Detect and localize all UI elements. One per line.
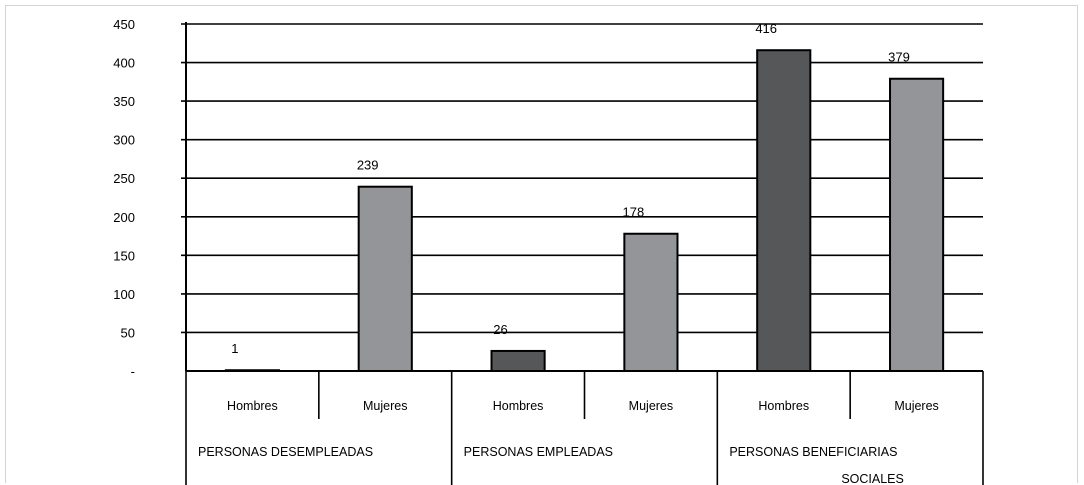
group-label: PERSONAS BENEFICIARIAS [729,445,897,459]
y-tick-label: - [131,364,135,379]
category-label: Hombres [758,399,809,413]
y-tick-label: 350 [113,94,135,109]
data-label: 239 [357,158,379,173]
data-label: 26 [493,322,507,337]
group-label: PERSONAS EMPLEADAS [464,445,613,459]
y-tick-label: 150 [113,248,135,263]
group-label-continued: SOCIALES [841,472,904,485]
y-tick-label: 250 [113,171,135,186]
data-labels: 1 239 26 178 416 379 [231,21,910,356]
bar [224,369,280,372]
data-label: 178 [622,205,644,220]
y-tick-label: 450 [113,17,135,32]
bar [756,49,812,373]
bar [490,349,546,372]
y-tick-label: 300 [113,133,135,148]
category-label: Mujeres [363,399,407,413]
category-label: Mujeres [629,399,673,413]
bar [357,185,413,372]
gridlines [181,22,983,372]
bars [224,49,945,373]
category-table: Hombres Mujeres Hombres Mujeres Hombres Mujer… [185,371,984,485]
data-label: 416 [755,21,777,36]
category-label: Mujeres [894,399,938,413]
y-tick-label: 100 [113,287,135,302]
y-tick-label: 50 [121,325,135,340]
category-label: Hombres [227,399,278,413]
y-tick-label: 400 [113,56,135,71]
category-label: Hombres [493,399,544,413]
chart-frame [5,5,1078,483]
data-label: 1 [231,341,238,356]
data-label: 379 [888,50,910,65]
bar [623,232,679,372]
group-label: PERSONAS DESEMPLEADAS [198,445,373,459]
y-tick-label: 200 [113,210,135,225]
y-axis-ticks: - 50 100 150 200 250 300 350 400 450 [113,17,135,379]
bar [889,77,945,372]
